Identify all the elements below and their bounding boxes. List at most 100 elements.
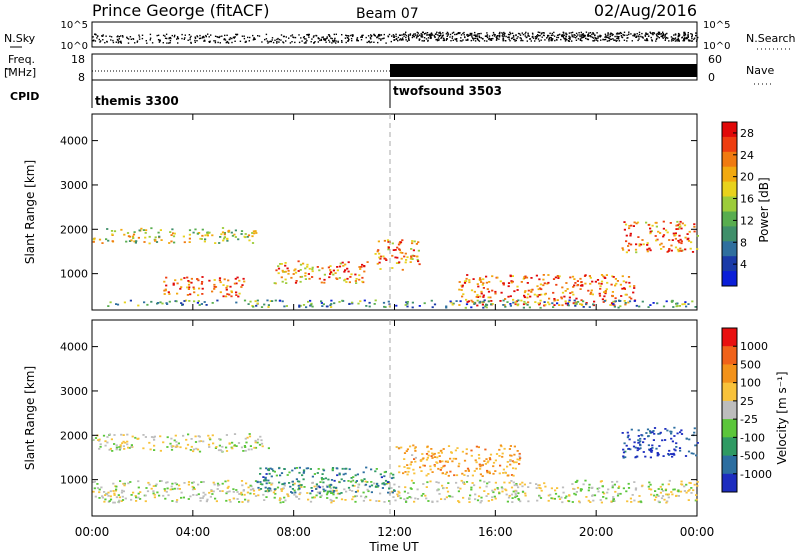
velocity-cell bbox=[107, 494, 110, 497]
velocity-cell bbox=[137, 492, 140, 495]
velocity-cell bbox=[510, 454, 513, 457]
nsky-dot bbox=[333, 39, 336, 42]
velocity-cell bbox=[178, 484, 181, 487]
velocity-cell bbox=[509, 460, 512, 462]
velocity-cell bbox=[351, 490, 354, 492]
power-cell bbox=[600, 282, 603, 285]
nsky-dot bbox=[380, 38, 382, 40]
velocity-cell bbox=[149, 448, 152, 451]
nsky-dot bbox=[407, 34, 410, 36]
power-cell bbox=[603, 295, 606, 298]
velocity-cell bbox=[153, 496, 156, 499]
velocity-cell bbox=[647, 444, 650, 447]
power-colorbar-label: Power [dB] bbox=[757, 177, 771, 242]
velocity-cell bbox=[605, 497, 608, 500]
power-cell bbox=[624, 303, 627, 306]
velocity-cell bbox=[517, 498, 520, 500]
nsky-dot bbox=[612, 33, 614, 36]
nsky-dot bbox=[164, 37, 167, 39]
nsky-dot bbox=[270, 40, 272, 43]
power-cell bbox=[470, 289, 474, 292]
nsky-dot bbox=[507, 33, 510, 36]
nsky-dot bbox=[310, 41, 312, 43]
power-cell bbox=[619, 283, 622, 286]
velocity-cell bbox=[130, 446, 133, 448]
power-cell bbox=[579, 277, 582, 280]
power-frame bbox=[91, 113, 698, 311]
velocity-cell bbox=[565, 495, 568, 498]
velocity-cell bbox=[663, 498, 666, 501]
velocity-cell bbox=[112, 490, 115, 492]
nsky-dot bbox=[617, 37, 619, 39]
power-cell bbox=[507, 285, 510, 288]
velocity-cell bbox=[148, 483, 151, 486]
power-cell bbox=[222, 295, 225, 298]
power-cell bbox=[461, 285, 464, 288]
velocity-cell bbox=[680, 429, 683, 432]
velocity-cell bbox=[685, 483, 688, 486]
nsky-dot bbox=[361, 36, 363, 38]
velocity-cell bbox=[485, 495, 488, 497]
velocity-cell bbox=[632, 445, 636, 448]
nsky-dot bbox=[205, 34, 207, 37]
velocity-cell bbox=[328, 490, 331, 493]
velocity-cell bbox=[695, 454, 698, 457]
power-cell bbox=[386, 239, 390, 242]
nsky-dot bbox=[333, 41, 335, 43]
power-cell bbox=[458, 288, 461, 291]
power-cell bbox=[347, 270, 350, 273]
nsky-dot bbox=[694, 37, 696, 39]
velocity-cell bbox=[364, 483, 368, 486]
nsky-dot bbox=[479, 36, 481, 39]
velocity-cell bbox=[293, 493, 296, 496]
power-cell bbox=[251, 235, 254, 238]
velocity-cell bbox=[268, 487, 271, 489]
nsky-dot bbox=[306, 39, 308, 42]
power-cell bbox=[143, 301, 146, 304]
nsky-dot bbox=[202, 35, 205, 38]
velocity-cell bbox=[338, 492, 341, 495]
velocity-cell bbox=[126, 443, 129, 446]
velocity-cell bbox=[508, 448, 511, 450]
power-cell bbox=[411, 306, 414, 309]
nsky-dot bbox=[362, 34, 364, 36]
power-cell bbox=[690, 241, 693, 244]
nsky-dot bbox=[539, 34, 541, 37]
power-cell bbox=[535, 274, 538, 277]
power-cell bbox=[413, 255, 416, 257]
velocity-cell bbox=[121, 489, 124, 492]
velocity-cell bbox=[506, 500, 509, 503]
power-cell bbox=[543, 301, 546, 303]
power-cell bbox=[598, 282, 601, 285]
velocity-cell bbox=[315, 488, 318, 490]
power-cell bbox=[244, 233, 247, 235]
power-cell bbox=[299, 280, 302, 283]
velocity-cell bbox=[244, 446, 247, 448]
velocity-cell bbox=[693, 427, 696, 430]
power-cell bbox=[197, 294, 200, 297]
velocity-cell bbox=[398, 491, 401, 494]
power-cell bbox=[479, 295, 482, 298]
power-cell bbox=[674, 234, 677, 236]
velocity-cell bbox=[199, 497, 202, 499]
velocity-cell bbox=[127, 482, 130, 485]
velocity-cell bbox=[441, 472, 444, 474]
power-cell bbox=[489, 296, 492, 299]
velocity-cell bbox=[227, 479, 230, 482]
velocity-cell bbox=[666, 429, 669, 432]
nsky-dot bbox=[635, 36, 638, 38]
nsky-dot bbox=[476, 37, 478, 39]
velocity-cell bbox=[139, 498, 142, 500]
nsky-dot bbox=[492, 31, 495, 34]
nsearch-tick-low: 10^0 bbox=[703, 41, 730, 52]
velocity-cell bbox=[680, 480, 683, 483]
velocity-cell bbox=[507, 496, 511, 499]
power-cell bbox=[242, 277, 245, 280]
velocity-cell bbox=[416, 488, 419, 491]
nsky-dot bbox=[420, 35, 422, 37]
velocity-colorbar-tick-label: -100 bbox=[740, 431, 765, 444]
nsky-dot bbox=[404, 33, 406, 35]
nsky-dot bbox=[614, 35, 616, 38]
velocity-cell bbox=[288, 482, 291, 484]
velocity-cell bbox=[283, 496, 286, 499]
